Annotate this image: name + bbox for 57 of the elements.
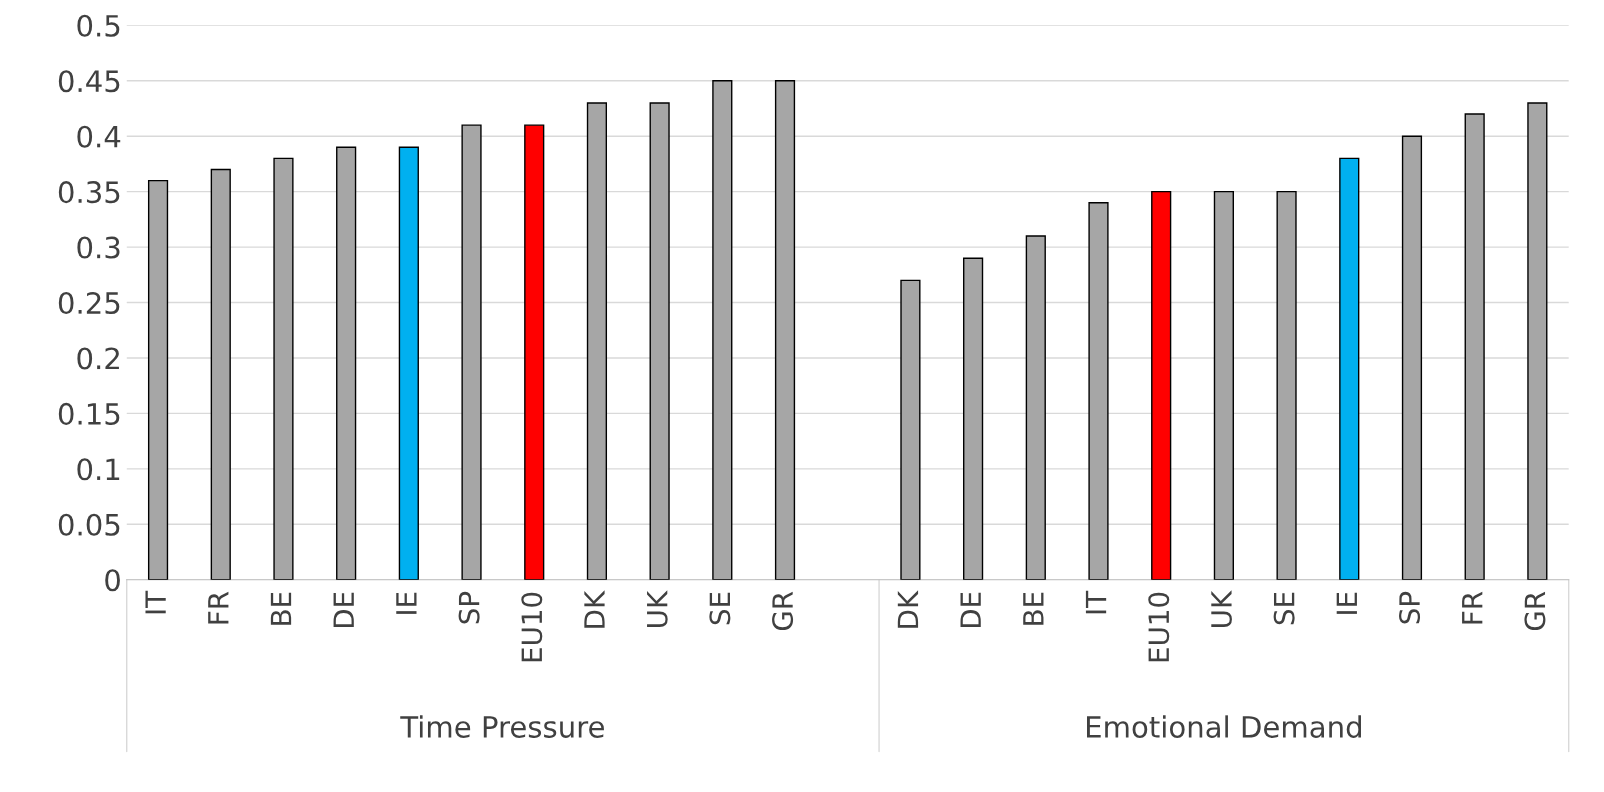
y-tick-label: 0.2	[77, 347, 119, 370]
bar	[398, 146, 419, 580]
y-tick-label: 0	[105, 569, 120, 592]
y-tick-label: 0.35	[58, 181, 120, 204]
y-tick-label: 0.4	[77, 125, 121, 148]
x-tick-label: DE	[960, 592, 981, 628]
bar	[1464, 113, 1485, 580]
bar	[1088, 202, 1109, 580]
bar	[1401, 135, 1423, 580]
text: Emotional Demand	[1087, 715, 1361, 738]
x-tick-label: IE	[396, 592, 417, 614]
bar	[1025, 235, 1046, 580]
x-tick-label: UK	[1211, 590, 1232, 627]
bar	[586, 102, 608, 580]
bar	[210, 168, 231, 580]
x-tick-label: BE	[270, 592, 292, 625]
bar	[336, 146, 357, 580]
y-tick-label: 0.15	[58, 402, 120, 425]
text: Time Pressure	[400, 715, 604, 738]
x-tick-label: FR	[208, 591, 229, 624]
bar	[524, 124, 545, 580]
x-tick-label: IT	[145, 590, 166, 614]
x-tick-label: IT	[1085, 590, 1107, 614]
bar	[963, 257, 984, 580]
bar	[1339, 157, 1360, 580]
x-tick-label: DK	[584, 590, 605, 628]
bar	[273, 157, 294, 580]
x-tick-label: EU10	[521, 592, 543, 662]
bar	[461, 124, 482, 580]
x-tick-label: DK	[897, 590, 919, 628]
x-tick-label: SP	[1399, 591, 1421, 624]
x-tick-label: EU10	[1148, 592, 1170, 662]
y-tick-label: 0.45	[58, 70, 120, 93]
bar	[649, 102, 670, 580]
bar	[1276, 190, 1297, 580]
bar	[774, 80, 796, 580]
x-tick-label: GR	[1524, 591, 1546, 631]
x-tick-label: DE	[333, 592, 354, 628]
bar	[900, 279, 921, 580]
y-tick-label: 0.05	[58, 513, 120, 536]
bar	[147, 179, 169, 580]
x-tick-label: GR	[772, 591, 794, 631]
x-tick-label: SE	[1273, 592, 1295, 625]
bar	[1213, 190, 1234, 580]
x-tick-label: FR	[1462, 591, 1483, 624]
bar	[712, 80, 733, 580]
y-tick-label: 0.3	[77, 236, 120, 259]
bar	[1151, 190, 1172, 580]
x-tick-label: SP	[458, 591, 480, 624]
x-tick-label: SE	[709, 592, 731, 625]
y-tick-label: 0.1	[77, 458, 120, 481]
bar	[1527, 102, 1548, 580]
y-tick-label: 0.25	[58, 291, 120, 315]
x-tick-label: IE	[1336, 592, 1357, 614]
x-tick-label: BE	[1023, 592, 1044, 625]
y-tick-label: 0.5	[77, 14, 120, 37]
x-tick-label: UK	[647, 590, 668, 627]
